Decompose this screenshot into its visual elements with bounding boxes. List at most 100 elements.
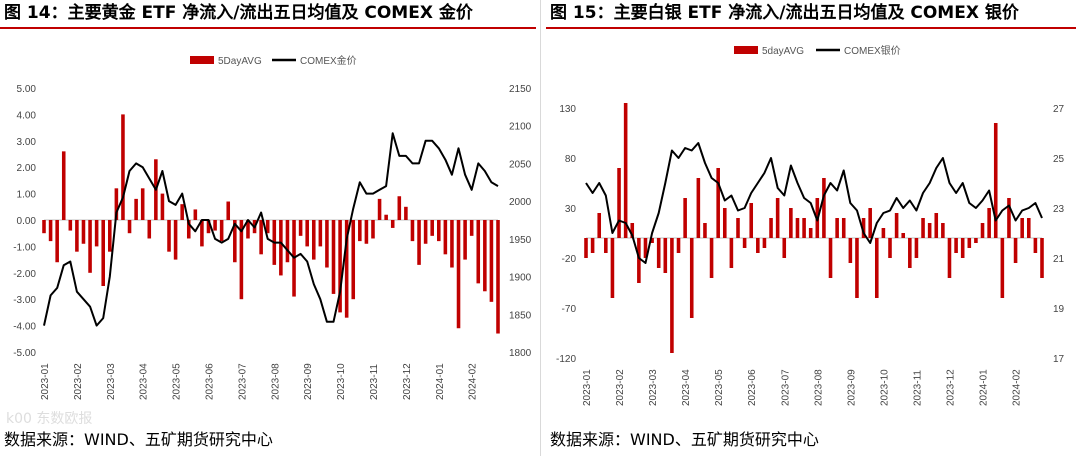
etf-flow-bar	[404, 206, 408, 220]
etf-flow-bar	[960, 238, 965, 258]
y-right-tick-label: 21	[1053, 254, 1065, 265]
etf-flow-bar	[55, 220, 59, 263]
x-tick-label: 2024-02	[1012, 369, 1023, 406]
y-right-tick-label: 17	[1053, 354, 1065, 365]
x-tick-label: 2023-05	[172, 363, 183, 400]
x-tick-label: 2023-03	[648, 369, 659, 406]
etf-flow-bar	[749, 203, 754, 238]
y-left-tick-label: 30	[565, 204, 577, 215]
etf-flow-bar	[689, 238, 694, 318]
etf-flow-bar	[736, 218, 740, 238]
etf-flow-bar	[974, 238, 978, 243]
etf-flow-bar	[456, 220, 461, 329]
legend-bar-label: 5dayAVG	[762, 46, 804, 57]
x-tick-label: 2024-01	[979, 369, 990, 406]
etf-flow-bar	[318, 220, 323, 247]
etf-flow-bar	[722, 208, 727, 238]
y-left-tick-label: -2.00	[13, 269, 36, 280]
x-tick-label: 2023-03	[106, 363, 117, 400]
etf-flow-bar	[384, 214, 388, 220]
y-right-tick-label: 23	[1053, 204, 1065, 215]
y-right-tick-label: 27	[1053, 104, 1065, 115]
etf-flow-bar	[941, 223, 945, 238]
etf-flow-bar	[795, 218, 800, 238]
etf-flow-bar	[127, 220, 132, 234]
x-tick-label: 2023-06	[204, 363, 215, 400]
etf-flow-bar	[610, 238, 615, 298]
etf-flow-bar	[351, 220, 356, 300]
etf-flow-bar	[762, 238, 767, 248]
comex-price-line	[585, 142, 1043, 264]
etf-flow-bar	[597, 213, 602, 238]
etf-flow-bar	[1026, 218, 1031, 238]
etf-flow-bar	[450, 220, 454, 268]
etf-flow-bar	[769, 218, 773, 238]
etf-flow-bar	[993, 123, 998, 238]
watermark: k00 东数欧报	[6, 411, 93, 427]
etf-flow-bar	[835, 218, 839, 238]
legend-line-label: COMEX金价	[300, 54, 357, 67]
y-left-tick-label: -120	[556, 354, 576, 365]
etf-flow-bar	[650, 238, 654, 243]
etf-flow-bar	[279, 220, 283, 276]
etf-flow-bar	[186, 220, 191, 239]
gold-chart-title: 图 14：主要黄金 ETF 净流入/流出五日均值及 COMEX 金价	[4, 3, 473, 23]
x-tick-label: 2023-11	[369, 364, 380, 400]
x-tick-label: 2023-08	[813, 369, 824, 406]
etf-flow-bar	[114, 188, 119, 220]
silver-source-note: 数据来源：WIND、五矿期货研究中心	[550, 430, 819, 449]
etf-flow-bar	[656, 238, 661, 268]
etf-flow-bar	[987, 208, 991, 238]
etf-flow-bar	[921, 218, 925, 238]
etf-flow-bar	[476, 220, 481, 284]
x-tick-label: 2023-04	[139, 363, 150, 400]
silver-chart-title: 图 15：主要白银 ETF 净流入/流出五日均值及 COMEX 银价	[550, 3, 1019, 23]
x-tick-label: 2024-02	[468, 363, 479, 400]
x-tick-label: 2024-01	[435, 363, 446, 400]
etf-flow-bar	[1020, 218, 1024, 238]
etf-flow-bar	[855, 238, 859, 298]
etf-flow-bar	[888, 238, 892, 258]
etf-flow-bar	[134, 198, 138, 220]
etf-flow-bar	[901, 233, 906, 238]
y-left-tick-label: -20	[562, 254, 577, 265]
etf-flow-bar	[775, 198, 780, 238]
etf-flow-bar	[874, 238, 879, 298]
comex-price-line	[43, 132, 499, 327]
legend-bar-label: 5DayAVG	[218, 56, 262, 67]
x-tick-label: 2023-08	[270, 363, 281, 400]
x-tick-label: 2023-02	[615, 369, 626, 406]
y-right-tick-label: 2150	[509, 84, 532, 95]
etf-flow-bar	[716, 168, 720, 238]
etf-flow-bar	[696, 178, 701, 238]
etf-flow-bar	[822, 178, 826, 238]
etf-flow-bar	[703, 223, 707, 238]
etf-flow-bar	[94, 220, 99, 247]
y-right-tick-label: 1950	[509, 235, 532, 246]
etf-flow-bar	[206, 220, 211, 234]
etf-flow-bar	[259, 220, 263, 255]
x-tick-label: 2023-11	[912, 370, 923, 406]
legend-bar-swatch	[190, 56, 214, 64]
etf-flow-bar	[147, 220, 152, 239]
etf-flow-bar	[200, 220, 204, 247]
etf-flow-bar	[193, 209, 198, 220]
y-left-tick-label: 1.00	[17, 190, 37, 201]
etf-flow-bar	[298, 220, 303, 236]
x-tick-label: 2023-05	[714, 369, 725, 406]
x-tick-label: 2023-09	[303, 363, 314, 400]
etf-flow-bar	[670, 238, 674, 353]
etf-flow-bar	[121, 114, 125, 220]
x-tick-label: 2023-07	[237, 363, 248, 400]
y-left-tick-label: -3.00	[13, 295, 36, 306]
y-left-tick-label: 130	[559, 104, 576, 115]
etf-flow-bar	[789, 208, 793, 238]
etf-flow-bar	[590, 238, 595, 253]
etf-flow-bar	[417, 220, 421, 265]
legend-line-label: COMEX银价	[844, 44, 901, 57]
etf-flow-bar	[371, 220, 375, 239]
x-tick-label: 2023-01	[582, 369, 593, 406]
etf-flow-bar	[742, 238, 747, 248]
etf-flow-bar	[305, 220, 309, 247]
etf-flow-bar	[42, 220, 46, 234]
